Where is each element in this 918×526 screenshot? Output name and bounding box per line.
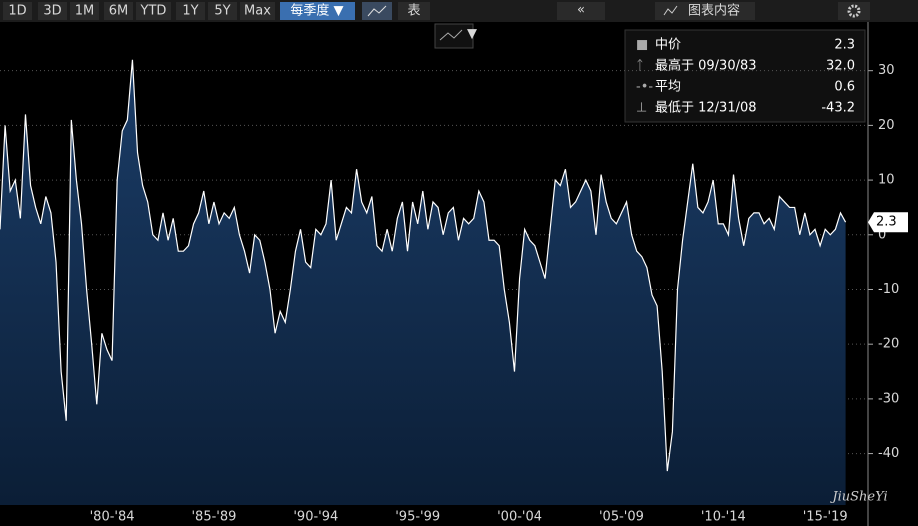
period-dropdown[interactable] (280, 2, 355, 20)
range-button[interactable] (3, 2, 32, 20)
content-button[interactable] (655, 2, 755, 20)
watermark: JiuSheYi (829, 490, 887, 505)
settings-button[interactable] (838, 2, 870, 20)
content-icon (663, 5, 678, 16)
range-button[interactable] (208, 2, 237, 20)
range-button[interactable] (136, 2, 171, 20)
settings-icon (847, 4, 861, 18)
y-tick-label: 20 (878, 118, 895, 133)
y-tick-label: -20 (878, 337, 899, 352)
last-value-label: 2.3 (876, 215, 897, 230)
legend-value: -43.2 (821, 101, 855, 116)
range-button[interactable] (104, 2, 133, 20)
legend-symbol: -•- (636, 80, 653, 95)
legend-value: 32.0 (826, 59, 855, 74)
chart-icon (367, 5, 387, 17)
y-tick-label: 10 (878, 173, 895, 188)
legend-value: 0.6 (834, 80, 855, 95)
y-tick-label: -10 (878, 282, 899, 297)
x-tick-label: '00-'04 (497, 510, 542, 525)
y-tick-label: -40 (878, 446, 899, 461)
range-button[interactable] (70, 2, 99, 20)
legend-label: 最高于 09/30/83 (655, 58, 757, 74)
content-label: 图表内容 (688, 3, 740, 19)
x-tick-label: '15-'19 (803, 510, 848, 525)
last-value-tag (868, 212, 908, 233)
range-label: 3D (43, 4, 61, 19)
y-tick-label: 30 (878, 63, 895, 78)
legend-label: 平均 (655, 80, 681, 95)
x-tick-label: '90-'94 (293, 510, 338, 525)
x-tick-label: '95-'99 (395, 510, 440, 525)
table-button[interactable] (398, 2, 430, 20)
selector-caret: ▼ (467, 27, 477, 42)
x-tick-label: '80-'84 (90, 510, 135, 525)
range-label: 1D (8, 4, 26, 19)
legend-symbol: ⊥ (636, 101, 647, 116)
range-button[interactable] (176, 2, 205, 20)
range-label: Max (244, 4, 271, 19)
range-button[interactable] (240, 2, 275, 20)
area (0, 59, 846, 505)
legend-symbol: ᛏ (636, 59, 644, 74)
y-tick-label: 0 (878, 227, 886, 242)
range-label: 5Y (214, 4, 230, 19)
x-tick-label: '85-'89 (191, 510, 236, 525)
range-label: 1Y (182, 4, 198, 19)
legend-value: 2.3 (834, 38, 855, 53)
legend-label: 最低于 12/31/08 (655, 101, 757, 116)
period-label: 每季度 ▼ (290, 3, 343, 19)
chart-type-selector[interactable] (434, 23, 474, 49)
chart-type-icon (439, 29, 463, 41)
table-label: 表 (407, 4, 420, 19)
collapse-button[interactable] (557, 2, 605, 20)
y-tick-label: -30 (878, 391, 899, 406)
legend-symbol: ■ (636, 38, 648, 53)
x-tick-label: '10-'14 (701, 510, 746, 525)
legend-box (624, 29, 866, 123)
collapse-label: « (577, 3, 585, 18)
range-label: YTD (140, 4, 167, 19)
range-label: 6M (109, 4, 129, 19)
x-tick-label: '05-'09 (599, 510, 644, 525)
range-button[interactable] (38, 2, 67, 20)
range-label: 1M (75, 4, 95, 19)
line (0, 59, 847, 472)
legend-label: 中价 (655, 38, 681, 53)
